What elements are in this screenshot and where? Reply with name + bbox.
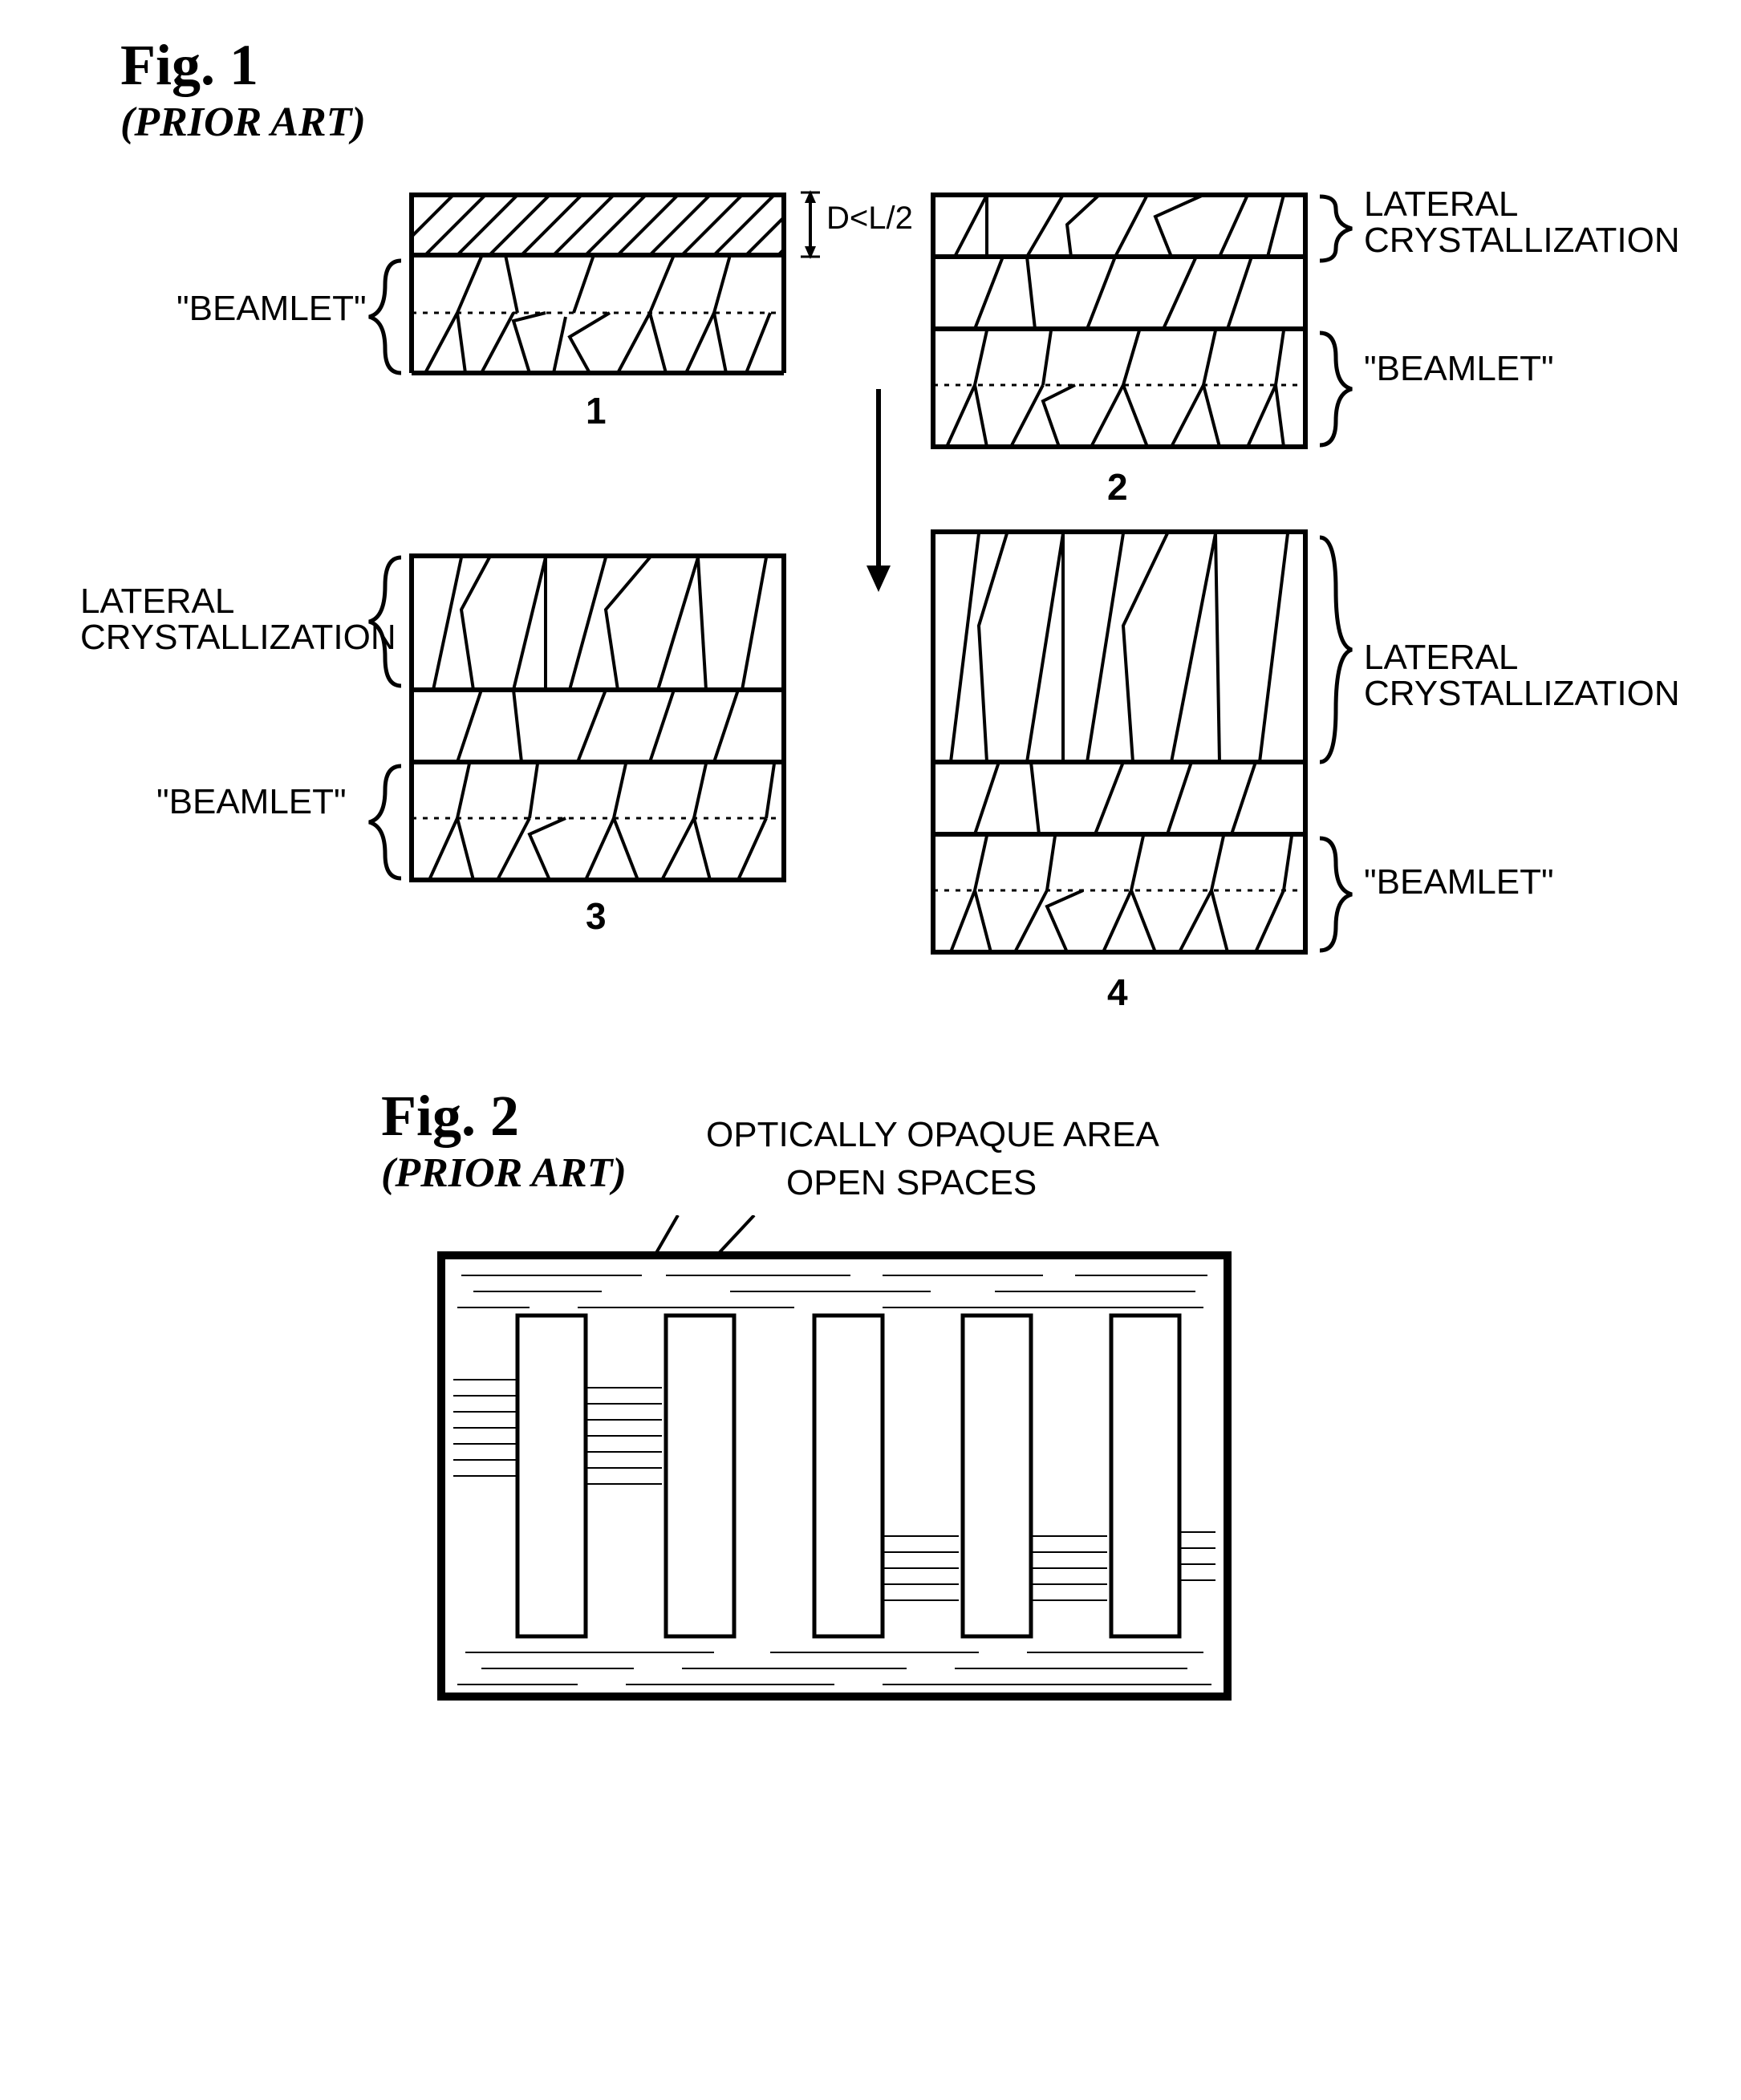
fig1-p3-lateral2: CRYSTALLIZATION: [80, 618, 396, 658]
fig1-p2-beamlet: "BEAMLET": [1364, 349, 1554, 389]
fig1-panel1: [409, 193, 786, 377]
fig1-panel3: [409, 553, 786, 882]
fig1-p1-num: 1: [586, 389, 607, 432]
fig1-p3-num: 3: [586, 894, 607, 938]
fig2-mask: [433, 1215, 1236, 1705]
brace-icon: [1316, 329, 1360, 449]
fig1-p2-lateral1: LATERAL: [1364, 184, 1518, 225]
fig1-p1-beamlet-label: "BEAMLET": [177, 289, 367, 329]
fig1-p3-beamlet: "BEAMLET": [156, 782, 347, 822]
fig1-subtitle: (PRIOR ART): [120, 99, 366, 146]
brace-icon: [361, 762, 405, 882]
fig1-d-label: D<L/2: [826, 201, 913, 237]
brace-icon: [361, 257, 405, 377]
fig1-p4-lateral1: LATERAL: [1364, 638, 1518, 678]
fig2-title: Fig. 2: [381, 1083, 627, 1149]
brace-icon: [361, 553, 405, 690]
fig1-p4-beamlet: "BEAMLET": [1364, 862, 1554, 902]
fig1-p2-num: 2: [1107, 465, 1128, 509]
fig1-panel4: [931, 529, 1308, 955]
fig1-title: Fig. 1: [120, 32, 366, 99]
fig2-opaque-label: OPTICALLY OPAQUE AREA: [706, 1115, 1159, 1155]
brace-icon: [1316, 834, 1360, 955]
fig1-panel2: [931, 193, 1308, 449]
fig2-subtitle: (PRIOR ART): [381, 1149, 627, 1197]
fig1-p4-num: 4: [1107, 971, 1128, 1014]
fig2-open-label: OPEN SPACES: [786, 1163, 1037, 1203]
fig1-p4-lateral2: CRYSTALLIZATION: [1364, 674, 1680, 714]
fig1-p3-lateral1: LATERAL: [80, 582, 234, 622]
brace-icon: [1316, 193, 1360, 265]
fig1-p2-lateral2: CRYSTALLIZATION: [1364, 221, 1680, 261]
process-arrow-icon: [858, 385, 899, 594]
brace-icon: [1316, 533, 1360, 766]
